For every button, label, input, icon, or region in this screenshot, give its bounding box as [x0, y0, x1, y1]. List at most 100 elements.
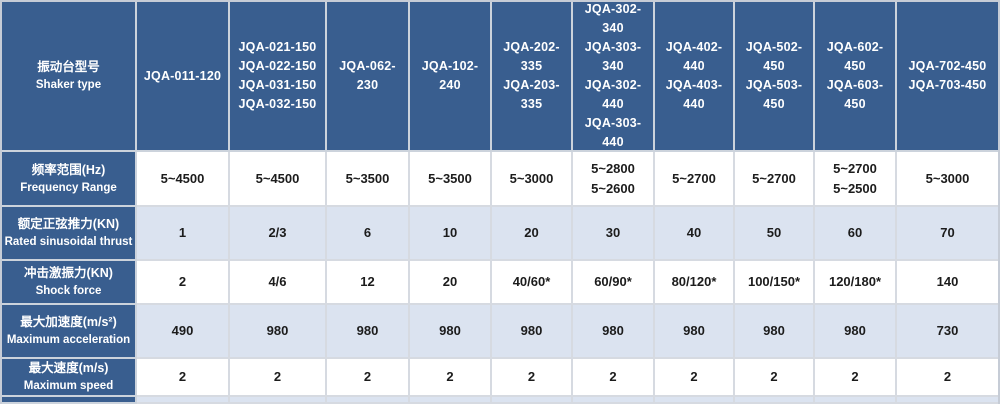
- spec-value: 20: [524, 225, 539, 240]
- spec-value: 5~2700: [752, 170, 796, 186]
- row-label-en: Shock force: [35, 285, 102, 297]
- spec-value: 730: [936, 323, 959, 338]
- spec-value-cell: 5~4500: [230, 152, 327, 207]
- spec-value-cell: 5~2700 5~2500: [815, 152, 897, 207]
- spec-value: 2/3: [268, 225, 287, 240]
- spec-value: 5~3500: [345, 170, 390, 186]
- model-names: JQA-202-335 JQA-203-335: [503, 40, 560, 111]
- spec-value: 980: [356, 323, 379, 338]
- model-header-cell: JQA-402-440 JQA-403-440: [655, 2, 735, 152]
- partial-row-cell: [815, 397, 897, 404]
- spec-value-cell: 980: [230, 305, 327, 359]
- spec-value: 2: [178, 369, 187, 384]
- spec-value: 60/90*: [594, 274, 632, 289]
- spec-value: 6: [363, 225, 372, 240]
- row-label-cell: 额定正弦推力(KN) Rated sinusoidal thrust: [2, 207, 137, 261]
- spec-value-cell: 2: [137, 261, 230, 305]
- shaker-type-label-zh: 振动台型号: [37, 60, 100, 74]
- spec-value: 5~3000: [925, 170, 970, 186]
- spec-value: 980: [439, 323, 461, 338]
- row-label-cell: 冲击激振力(KN) Shock force: [2, 261, 137, 305]
- spec-value-cell: 20: [410, 261, 492, 305]
- model-header-cell: JQA-062-230: [327, 2, 410, 152]
- spec-value-cell: 730: [897, 305, 998, 359]
- spec-value: 2: [770, 369, 778, 384]
- spec-value-cell: 2: [655, 359, 735, 397]
- spec-value-cell: 5~3000: [897, 152, 998, 207]
- spec-value: 60: [847, 225, 863, 240]
- model-names: JQA-402-440 JQA-403-440: [665, 40, 723, 111]
- spec-value-cell: 980: [735, 305, 815, 359]
- model-header-cell: JQA-011-120: [137, 2, 230, 152]
- spec-value-cell: 5~4500: [137, 152, 230, 207]
- model-header-cell: JQA-021-150 JQA-022-150 JQA-031-150 JQA-…: [230, 2, 327, 152]
- spec-value-cell: 980: [655, 305, 735, 359]
- spec-value: 50: [766, 225, 782, 240]
- spec-value: 2: [273, 369, 282, 384]
- spec-value-cell: 980: [410, 305, 492, 359]
- spec-value-cell: 2/3: [230, 207, 327, 261]
- spec-value: 2: [363, 369, 372, 384]
- spec-value-cell: 490: [137, 305, 230, 359]
- spec-value: 5~2700: [672, 170, 716, 186]
- spec-value: 10: [442, 225, 458, 240]
- spec-value: 4/6: [268, 274, 287, 289]
- partial-row-cell: [735, 397, 815, 404]
- partial-row-cell: [410, 397, 492, 404]
- spec-value-cell: 120/180*: [815, 261, 897, 305]
- spec-value: 2: [178, 274, 187, 289]
- spec-value-cell: 5~3500: [327, 152, 410, 207]
- row-label-en: Maximum speed: [23, 380, 114, 392]
- row-label-zh: 额定正弦推力(KN): [17, 217, 120, 231]
- model-names: JQA-062-230: [339, 59, 396, 92]
- spec-value-cell: 2: [137, 359, 230, 397]
- row-label-zh: 冲击激振力(KN): [24, 266, 113, 280]
- model-header-cell: JQA-702-450 JQA-703-450: [897, 2, 998, 152]
- spec-value-cell: 100/150*: [735, 261, 815, 305]
- spec-value-cell: 980: [327, 305, 410, 359]
- spec-value-cell: 10: [410, 207, 492, 261]
- model-names: JQA-021-150 JQA-022-150 JQA-031-150 JQA-…: [238, 40, 317, 111]
- spec-value: 5~4500: [255, 170, 300, 186]
- spec-value: 30: [605, 225, 621, 240]
- spec-value-cell: 2: [492, 359, 573, 397]
- row-label-en: Maximum acceleration: [6, 334, 131, 346]
- model-header-cell: JQA-102-240: [410, 2, 492, 152]
- spec-value-cell: 4/6: [230, 261, 327, 305]
- partial-row-cell: [492, 397, 573, 404]
- spec-value-cell: 2: [230, 359, 327, 397]
- spec-value-cell: 2: [573, 359, 655, 397]
- spec-value-cell: 980: [492, 305, 573, 359]
- spec-value: 2: [527, 369, 536, 384]
- partial-row-cell: [655, 397, 735, 404]
- model-names: JQA-702-450 JQA-703-450: [908, 59, 987, 92]
- partial-row-cell: [137, 397, 230, 404]
- spec-value-cell: 980: [815, 305, 897, 359]
- spec-value-cell: 60/90*: [573, 261, 655, 305]
- row-label-zh: 频率范围(Hz): [31, 162, 106, 177]
- model-names: JQA-302-340 JQA-303-340 JQA-302-440 JQA-…: [584, 2, 642, 149]
- spec-value-cell: 30: [573, 207, 655, 261]
- spec-value: 20: [442, 274, 458, 289]
- spec-value-cell: 5~3500: [410, 152, 492, 207]
- spec-value-cell: 2: [897, 359, 998, 397]
- spec-value: 40/60*: [512, 274, 551, 289]
- spec-value-cell: 980: [573, 305, 655, 359]
- spec-value-cell: 2: [410, 359, 492, 397]
- partial-row-cell: [327, 397, 410, 404]
- row-label-cell: 最大加速度(m/s²) Maximum acceleration: [2, 305, 137, 359]
- spec-value-cell: 140: [897, 261, 998, 305]
- spec-value-cell: 12: [327, 261, 410, 305]
- partial-row-label-cell: [2, 397, 137, 404]
- model-header-cell: JQA-302-340 JQA-303-340 JQA-302-440 JQA-…: [573, 2, 655, 152]
- row-label-cell: 最大速度(m/s) Maximum speed: [2, 359, 137, 397]
- spec-value: 5~3000: [509, 170, 554, 186]
- spec-value: 120/180*: [828, 274, 882, 289]
- spec-value-cell: 5~2800 5~2600: [573, 152, 655, 207]
- spec-value: 5~2700 5~2500: [833, 160, 877, 196]
- spec-value: 2: [609, 369, 617, 384]
- spec-value: 980: [602, 323, 624, 338]
- model-names: JQA-502-450 JQA-503-450: [745, 40, 803, 111]
- spec-value-cell: 5~3000: [492, 152, 573, 207]
